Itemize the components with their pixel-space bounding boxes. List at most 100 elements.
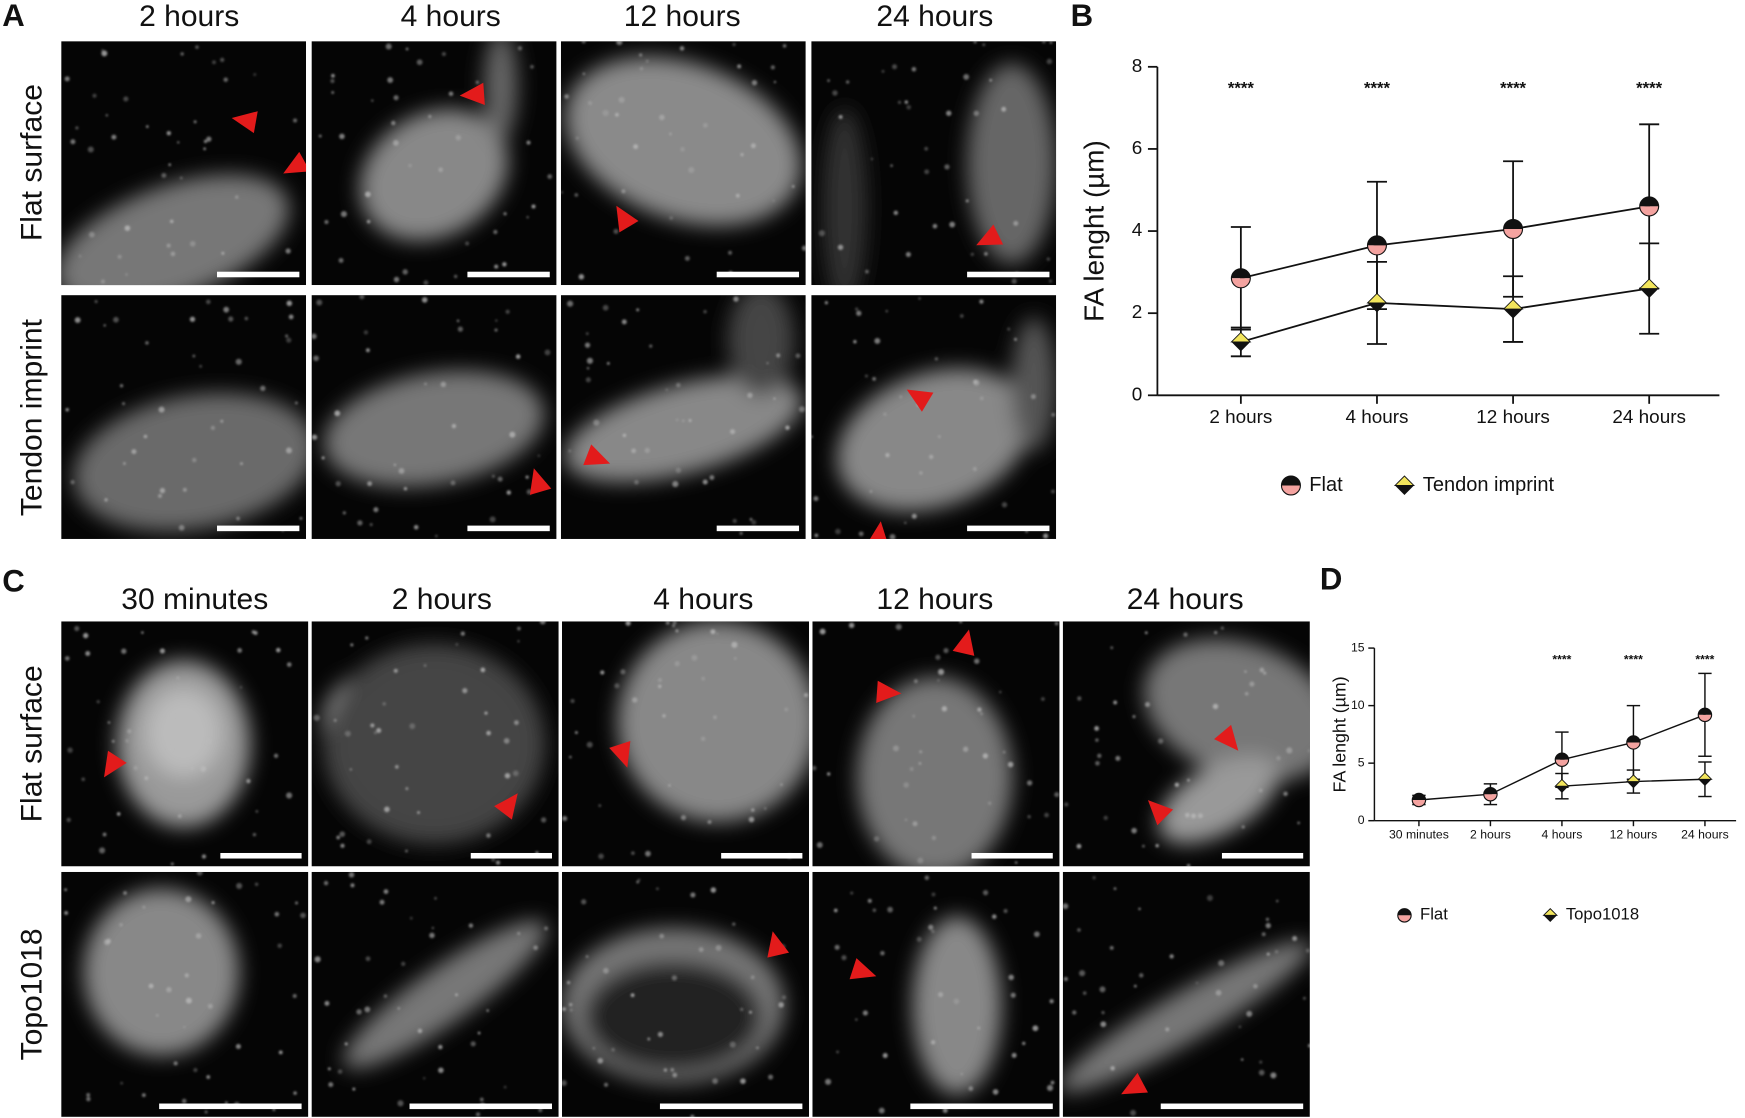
data-point — [1230, 331, 1252, 352]
significance: **** — [1364, 78, 1390, 97]
speckle — [376, 728, 382, 733]
speckle — [1238, 1025, 1242, 1029]
speckle — [973, 110, 980, 117]
speckle — [782, 44, 787, 48]
speckle — [179, 176, 183, 180]
cell — [1062, 941, 1310, 1093]
speckle — [369, 523, 373, 527]
speckle — [365, 636, 369, 640]
row-label: Flat surface — [15, 84, 48, 241]
scale-bar — [217, 271, 300, 278]
speckle — [928, 924, 934, 930]
speckle — [1003, 909, 1008, 913]
speckle — [423, 664, 427, 667]
speckle — [286, 792, 293, 799]
speckle — [460, 631, 465, 636]
speckle — [799, 406, 806, 413]
speckle — [1142, 844, 1145, 848]
speckle — [968, 1086, 974, 1091]
speckle — [363, 330, 369, 335]
speckle — [597, 1057, 604, 1064]
series-line — [1240, 287, 1650, 343]
speckle — [486, 1009, 489, 1012]
speckle — [1048, 279, 1053, 283]
speckle — [457, 326, 464, 332]
cell-body — [727, 295, 795, 396]
speckle — [1138, 907, 1141, 911]
speckle — [1292, 935, 1298, 941]
speckle — [168, 163, 171, 166]
scale-bar — [1160, 1103, 1304, 1110]
speckle — [1046, 1084, 1054, 1092]
speckle — [688, 166, 695, 173]
speckle — [104, 498, 108, 502]
speckle — [618, 96, 625, 103]
speckle — [1014, 861, 1018, 864]
speckle — [220, 57, 225, 62]
speckle — [707, 820, 712, 824]
speckle — [818, 230, 825, 237]
speckle — [1002, 750, 1006, 754]
speckle — [530, 64, 534, 69]
speckle — [87, 146, 94, 153]
scale-bar — [716, 525, 800, 532]
speckle — [669, 216, 673, 220]
y-tick-label: 6 — [1132, 138, 1143, 159]
x-tick-label: 24 hours — [1681, 828, 1729, 842]
speckle — [183, 1025, 186, 1029]
speckle — [533, 945, 538, 951]
speckle — [989, 78, 993, 82]
cell — [324, 370, 545, 487]
cell — [1144, 638, 1310, 844]
speckle — [560, 190, 564, 194]
marker-bottom — [1626, 781, 1641, 789]
speckle — [205, 738, 212, 744]
speckle — [526, 216, 529, 219]
speckle — [455, 134, 462, 141]
speckle — [391, 120, 396, 126]
marker-top — [1639, 196, 1659, 207]
significance: **** — [1500, 78, 1526, 97]
cell — [836, 317, 1057, 512]
cell-body — [343, 920, 547, 1069]
speckle — [337, 1069, 343, 1074]
data-point — [1503, 218, 1524, 240]
speckle — [145, 341, 149, 345]
scale-bar — [716, 271, 800, 278]
speckle — [455, 643, 459, 646]
speckle — [584, 342, 591, 348]
speckle — [318, 134, 322, 138]
speckle — [74, 625, 80, 632]
speckle — [331, 91, 335, 94]
speckle — [506, 490, 512, 495]
column-header: 2 hours — [139, 0, 239, 33]
speckle — [732, 518, 737, 524]
panel-label: C — [2, 564, 25, 599]
speckle — [200, 765, 207, 772]
speckle — [811, 435, 813, 439]
speckle — [1026, 780, 1033, 786]
cell-body — [1158, 755, 1279, 844]
micrograph — [560, 41, 806, 286]
arrowhead — [494, 793, 518, 820]
speckle — [517, 931, 521, 936]
marker-top — [1638, 278, 1660, 289]
speckle — [880, 951, 885, 956]
speckle — [327, 1067, 331, 1071]
speckle — [1001, 106, 1007, 112]
speckle — [1197, 813, 1203, 819]
column-header: 4 hours — [653, 583, 753, 616]
speckle — [892, 745, 899, 752]
speckle — [494, 264, 499, 269]
speckle — [424, 382, 427, 386]
speckle — [773, 80, 777, 84]
speckle — [973, 41, 977, 44]
speckle — [323, 880, 329, 886]
speckle — [614, 683, 620, 689]
speckle — [1212, 703, 1219, 710]
speckle — [1046, 257, 1050, 261]
speckle — [340, 211, 347, 218]
speckle — [397, 1100, 404, 1107]
scale-bar — [910, 1103, 1053, 1110]
speckle — [1261, 932, 1266, 937]
